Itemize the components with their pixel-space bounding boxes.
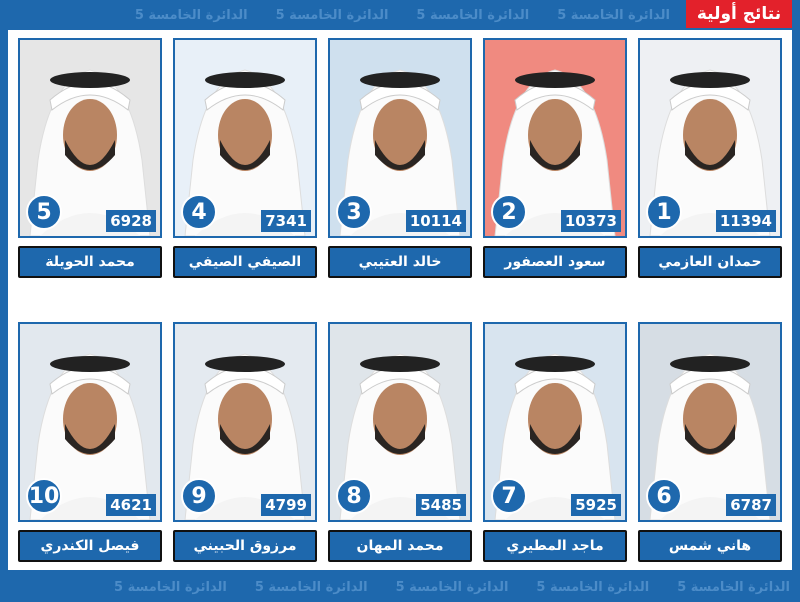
rank-number: 10 bbox=[26, 478, 62, 514]
candidate-photo: 6 6787 bbox=[638, 322, 782, 522]
vote-count: 10373 bbox=[560, 210, 621, 232]
rank-number: 5 bbox=[26, 194, 62, 230]
rank-number: 6 bbox=[646, 478, 682, 514]
watermark-text: الدائرة الخامسة 5 bbox=[134, 7, 248, 23]
candidate-card: 8 5485 محمد المهان bbox=[328, 322, 472, 562]
candidate-card: 7 5925 ماجد المطيري bbox=[483, 322, 627, 562]
watermark-strip-bottom: الدائرة الخامسة 5 الدائرة الخامسة 5 الدا… bbox=[0, 572, 800, 602]
vote-count: 6928 bbox=[106, 210, 156, 232]
vote-count: 5485 bbox=[416, 494, 466, 516]
vote-count: 11394 bbox=[715, 210, 776, 232]
portrait-image bbox=[184, 353, 306, 520]
portrait-image bbox=[494, 69, 616, 236]
candidate-card: 10 4621 فيصل الكندري bbox=[18, 322, 162, 562]
rank-number: 7 bbox=[491, 478, 527, 514]
rank-number: 3 bbox=[336, 194, 372, 230]
vote-count: 6787 bbox=[726, 494, 776, 516]
candidate-name: محمد الحويلة bbox=[18, 246, 162, 278]
preliminary-results-badge: نتائج أولية bbox=[686, 0, 792, 28]
candidate-card: 6 6787 هاني شمس bbox=[638, 322, 782, 562]
watermark-text: الدائرة الخامسة 5 bbox=[275, 7, 389, 23]
candidate-card: 9 4799 مرزوق الحبيني bbox=[173, 322, 317, 562]
candidate-name: حمدان العازمي bbox=[638, 246, 782, 278]
results-panel: 1 11394 حمدان العازمي 2 10373 سعود العصف… bbox=[8, 30, 792, 570]
candidate-photo: 8 5485 bbox=[328, 322, 472, 522]
candidate-photo: 1 11394 bbox=[638, 38, 782, 238]
watermark-text: الدائرة الخامسة 5 bbox=[416, 7, 530, 23]
candidate-card: 3 10114 خالد العتيبي bbox=[328, 38, 472, 278]
rank-number: 4 bbox=[181, 194, 217, 230]
candidate-photo: 9 4799 bbox=[173, 322, 317, 522]
candidate-card: 1 11394 حمدان العازمي bbox=[638, 38, 782, 278]
vote-count: 10114 bbox=[405, 210, 466, 232]
candidate-name: ماجد المطيري bbox=[483, 530, 627, 562]
watermark-text: الدائرة الخامسة 5 bbox=[395, 579, 509, 595]
vote-count: 4799 bbox=[261, 494, 311, 516]
rank-number: 8 bbox=[336, 478, 372, 514]
watermark-strip-top: الدائرة الخامسة 5 الدائرة الخامسة 5 الدا… bbox=[0, 0, 800, 30]
watermark-text: الدائرة الخامسة 5 bbox=[114, 579, 227, 595]
watermark-text: الدائرة الخامسة 5 bbox=[557, 7, 670, 23]
portrait-image bbox=[339, 69, 461, 236]
candidate-name: محمد المهان bbox=[328, 530, 472, 562]
vote-count: 5925 bbox=[571, 494, 621, 516]
portrait-image bbox=[29, 353, 151, 520]
candidate-photo: 2 10373 bbox=[483, 38, 627, 238]
watermark-text: الدائرة الخامسة 5 bbox=[254, 579, 368, 595]
rank-number: 9 bbox=[181, 478, 217, 514]
candidate-photo: 3 10114 bbox=[328, 38, 472, 238]
candidate-photo: 5 6928 bbox=[18, 38, 162, 238]
candidate-name: فيصل الكندري bbox=[18, 530, 162, 562]
candidates-grid: 1 11394 حمدان العازمي 2 10373 سعود العصف… bbox=[18, 38, 782, 562]
candidate-name: مرزوق الحبيني bbox=[173, 530, 317, 562]
candidate-photo: 4 7341 bbox=[173, 38, 317, 238]
candidate-name: الصيفي الصيفي bbox=[173, 246, 317, 278]
watermark-text: الدائرة الخامسة 5 bbox=[536, 579, 650, 595]
candidate-card: 5 6928 محمد الحويلة bbox=[18, 38, 162, 278]
candidate-photo: 7 5925 bbox=[483, 322, 627, 522]
vote-count: 7341 bbox=[261, 210, 311, 232]
candidate-card: 4 7341 الصيفي الصيفي bbox=[173, 38, 317, 278]
vote-count: 4621 bbox=[106, 494, 156, 516]
candidate-name: سعود العصفور bbox=[483, 246, 627, 278]
watermark-text: الدائرة الخامسة 5 bbox=[677, 579, 790, 595]
rank-number: 1 bbox=[646, 194, 682, 230]
portrait-image bbox=[29, 69, 151, 236]
candidate-photo: 10 4621 bbox=[18, 322, 162, 522]
rank-number: 2 bbox=[491, 194, 527, 230]
candidate-name: هاني شمس bbox=[638, 530, 782, 562]
candidate-name: خالد العتيبي bbox=[328, 246, 472, 278]
portrait-image bbox=[494, 353, 616, 520]
candidate-card: 2 10373 سعود العصفور bbox=[483, 38, 627, 278]
